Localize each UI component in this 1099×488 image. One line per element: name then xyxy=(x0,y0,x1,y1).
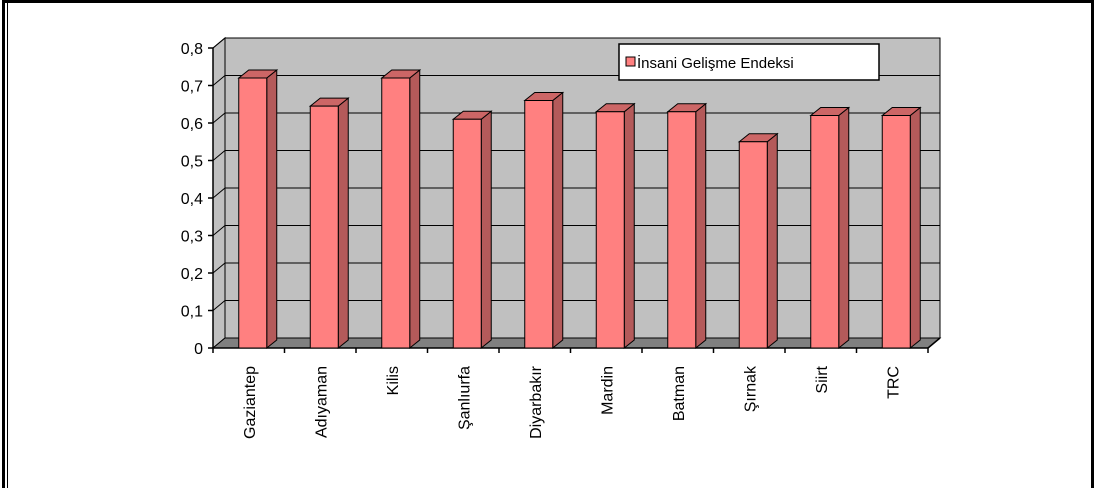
frame-border-right xyxy=(1091,0,1094,488)
legend-swatch xyxy=(625,56,636,67)
frame-border-top xyxy=(2,0,1094,3)
bar-side xyxy=(766,132,778,350)
bar-side xyxy=(838,106,850,350)
bars xyxy=(237,68,922,350)
bar-side xyxy=(695,102,707,350)
bar xyxy=(595,111,625,349)
y-tick-label: 0,4 xyxy=(181,191,203,208)
y-tick-label: 0,8 xyxy=(181,41,203,58)
y-tick-label: 0 xyxy=(194,341,203,358)
x-tick-label: Diyarbakır xyxy=(528,365,545,439)
legend-label: İnsani Gelişme Endeksi xyxy=(637,54,794,72)
bar xyxy=(881,115,911,349)
x-tick-label: Kilis xyxy=(385,366,402,395)
gridline xyxy=(212,37,940,49)
y-tick-label: 0,1 xyxy=(181,304,203,321)
bar xyxy=(238,77,268,349)
bar-side xyxy=(409,68,421,350)
y-tick-label: 0,3 xyxy=(181,229,203,246)
legend: İnsani Gelişme Endeksi xyxy=(618,43,880,81)
x-axis-end xyxy=(927,337,941,349)
x-tick-label: TRC xyxy=(885,366,902,399)
frame-border-left-inner xyxy=(7,0,8,488)
y-axis-ticks: 0 0,1 0,2 0,3 0,4 0,5 0,6 0,7 0,8 xyxy=(181,41,213,358)
y-tick-label: 0,7 xyxy=(181,79,203,96)
x-tick-label: Şırnak xyxy=(742,365,759,412)
y-tick-label: 0,6 xyxy=(181,116,203,133)
bar xyxy=(738,141,768,349)
bar xyxy=(810,115,840,349)
frame-border-left xyxy=(2,0,5,488)
x-tick-label: Gaziantep xyxy=(242,366,259,439)
y-tick-label: 0,2 xyxy=(181,266,203,283)
bar-side xyxy=(480,110,492,350)
bar-side xyxy=(909,106,921,350)
bar-side xyxy=(266,68,278,350)
bar-side xyxy=(337,97,349,350)
bar xyxy=(667,111,697,349)
legend-box xyxy=(618,43,880,81)
x-tick-label: Siirt xyxy=(814,365,831,393)
x-tick-label: Adıyaman xyxy=(313,366,330,438)
x-tick-label: Şanlıurfa xyxy=(456,366,473,430)
bar xyxy=(309,105,339,349)
bar xyxy=(381,77,411,349)
bar xyxy=(452,118,482,349)
x-tick-label: Mardin xyxy=(599,366,616,415)
bar xyxy=(524,100,554,349)
bar-side xyxy=(552,91,564,350)
x-tick-label: Batman xyxy=(671,366,688,421)
bar-side xyxy=(623,102,635,350)
x-axis-ticks: Gaziantep Adıyaman Kilis Şanlıurfa Diyarbakı… xyxy=(212,348,929,439)
y-tick-label: 0,5 xyxy=(181,154,203,171)
